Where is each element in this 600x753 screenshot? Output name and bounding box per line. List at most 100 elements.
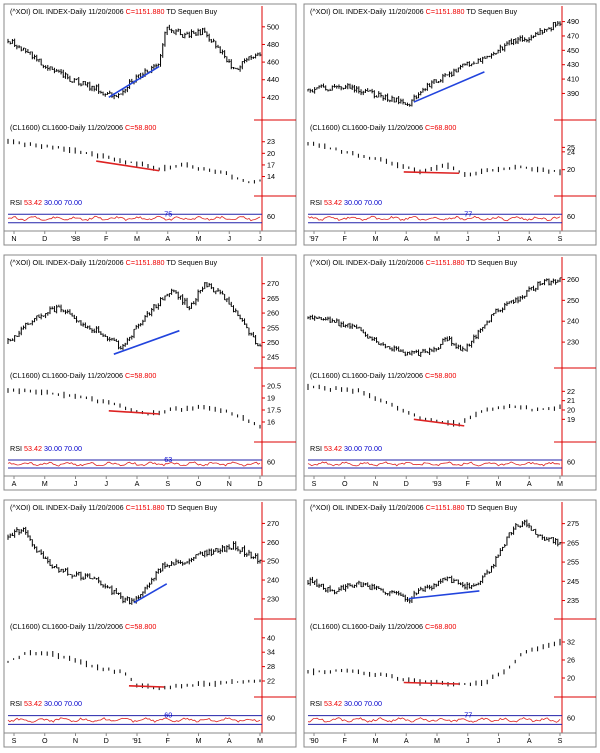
- price-bars: [307, 519, 562, 604]
- x-tick-label: D: [404, 479, 409, 488]
- price-tick-label: 260: [267, 538, 279, 547]
- x-tick-label: A: [527, 479, 532, 488]
- x-tick-label: J: [466, 234, 470, 243]
- blue-trendline: [408, 590, 480, 600]
- x-tick-label: '90: [309, 736, 318, 745]
- x-tick-label: '93: [432, 479, 441, 488]
- x-tick-label: M: [196, 234, 202, 243]
- red-trendline: [403, 681, 460, 685]
- x-tick-label: M: [196, 736, 202, 745]
- rsi-annotation: 77: [464, 711, 472, 720]
- red-trendline: [96, 160, 160, 172]
- x-tick-label: N: [373, 479, 378, 488]
- oil-tick-label: 34: [267, 648, 275, 657]
- oil-tick-label: 19: [267, 394, 275, 403]
- x-tick-label: F: [343, 736, 348, 745]
- price-tick-label: 270: [267, 279, 279, 288]
- x-tick-label: J: [74, 479, 78, 488]
- rsi-annotation: 60: [164, 711, 172, 720]
- price-tick-label: 420: [267, 93, 279, 102]
- price-tick-label: 260: [267, 309, 279, 318]
- price-tick-label: 490: [567, 17, 579, 26]
- price-tick-label: 450: [567, 46, 579, 55]
- x-tick-label: F: [104, 234, 109, 243]
- rsi-tick-label: 60: [567, 713, 575, 722]
- panel-frame: [3, 3, 297, 246]
- oil-tick-label: 25: [567, 143, 575, 152]
- rsi-header: RSI 53.42 30.00 70.00: [310, 444, 382, 453]
- price-tick-label: 270: [267, 519, 279, 528]
- rsi-line: [307, 461, 561, 467]
- x-tick-label: A: [12, 479, 17, 488]
- chart-panel-middle-left: (^XOI) OIL INDEX-Daily 11/20/2006 C=1151…: [3, 254, 297, 491]
- panel-frame: [3, 254, 297, 491]
- oil-header: (CL1600) CL1600-Daily 11/20/2006 C=58.80…: [10, 622, 156, 631]
- oil-tick-label: 22: [567, 387, 575, 396]
- price-tick-label: 230: [267, 594, 279, 603]
- rsi-tick-label: 60: [267, 713, 275, 722]
- price-tick-label: 245: [567, 577, 579, 586]
- oil-tick-label: 20: [567, 165, 575, 174]
- panel-frame: [3, 499, 297, 748]
- oil-bars: [7, 138, 261, 184]
- x-tick-label: J: [104, 479, 108, 488]
- price-tick-label: 500: [267, 22, 279, 31]
- x-tick-label: J: [497, 736, 501, 745]
- chart-panel-middle-right: (^XOI) OIL INDEX-Daily 11/20/2006 C=1151…: [303, 254, 597, 491]
- x-tick-label: '98: [71, 234, 80, 243]
- rsi-line: [7, 717, 261, 723]
- price-tick-label: 250: [267, 338, 279, 347]
- blue-trendline: [113, 329, 180, 355]
- price-tick-label: 250: [267, 557, 279, 566]
- chart-panel-top-left: (^XOI) OIL INDEX-Daily 11/20/2006 C=1151…: [3, 3, 297, 246]
- x-tick-label: S: [165, 479, 170, 488]
- oil-header: (CL1600) CL1600-Daily 11/20/2006 C=58.80…: [310, 371, 456, 380]
- price-header: (^XOI) OIL INDEX-Daily 11/20/2006 C=1151…: [10, 258, 217, 267]
- x-tick-label: F: [343, 234, 348, 243]
- x-tick-label: A: [527, 234, 532, 243]
- oil-bars: [307, 141, 561, 177]
- oil-tick-label: 28: [267, 662, 275, 671]
- oil-tick-label: 20: [567, 674, 575, 683]
- oil-header: (CL1600) CL1600-Daily 11/20/2006 C=58.80…: [10, 123, 156, 132]
- x-tick-label: F: [166, 736, 171, 745]
- x-tick-label: '91: [132, 736, 141, 745]
- oil-bars: [307, 638, 561, 687]
- oil-tick-label: 19: [567, 415, 575, 424]
- price-header: (^XOI) OIL INDEX-Daily 11/20/2006 C=1151…: [10, 503, 217, 512]
- price-tick-label: 265: [567, 538, 579, 547]
- rsi-line: [7, 461, 261, 467]
- chart-panel-bottom-right: (^XOI) OIL INDEX-Daily 11/20/2006 C=1151…: [303, 499, 597, 748]
- oil-header: (CL1600) CL1600-Daily 11/20/2006 C=68.80…: [310, 123, 456, 132]
- panel-frame: [303, 254, 597, 491]
- red-trendline: [128, 685, 165, 688]
- rsi-annotation: 63: [164, 455, 172, 464]
- rsi-header: RSI 53.42 30.00 70.00: [310, 699, 382, 708]
- chart-panel-top-right: (^XOI) OIL INDEX-Daily 11/20/2006 C=1151…: [303, 3, 597, 246]
- x-tick-label: M: [134, 234, 140, 243]
- oil-tick-label: 14: [267, 172, 275, 181]
- price-tick-label: 265: [267, 294, 279, 303]
- oil-tick-label: 32: [567, 638, 575, 647]
- x-tick-label: D: [104, 736, 109, 745]
- rsi-header: RSI 53.42 30.00 70.00: [10, 444, 82, 453]
- x-tick-label: S: [312, 479, 317, 488]
- panel-frame: [303, 499, 597, 748]
- rsi-tick-label: 60: [567, 458, 575, 467]
- price-tick-label: 480: [267, 40, 279, 49]
- x-tick-label: M: [557, 479, 563, 488]
- price-tick-label: 245: [267, 353, 279, 362]
- x-tick-label: J: [497, 234, 501, 243]
- rsi-tick-label: 60: [567, 212, 575, 221]
- x-tick-label: D: [257, 479, 262, 488]
- x-tick-label: O: [196, 479, 202, 488]
- price-tick-label: 250: [567, 296, 579, 305]
- oil-tick-label: 40: [267, 633, 275, 642]
- x-tick-label: N: [227, 479, 232, 488]
- oil-tick-label: 20.5: [267, 382, 281, 391]
- oil-tick-label: 17.5: [267, 406, 281, 415]
- blue-trendline: [133, 583, 168, 604]
- oil-tick-label: 24: [567, 147, 575, 156]
- x-tick-label: N: [11, 234, 16, 243]
